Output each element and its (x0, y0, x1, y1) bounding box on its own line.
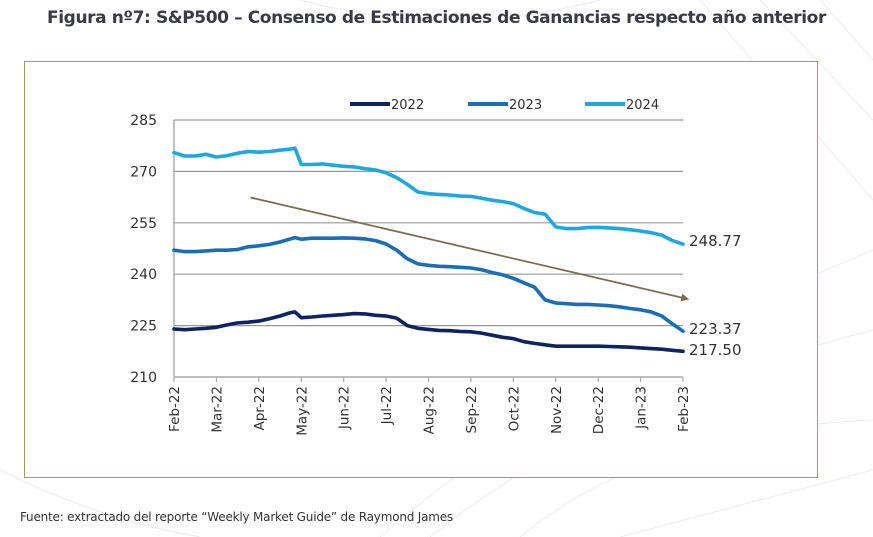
y-tick-label: 225 (130, 319, 157, 335)
x-tick-label: Jan-23 (634, 386, 650, 430)
x-tick-label: Mar-22 (209, 386, 225, 433)
source-note: Fuente: extractado del reporte “Weekly M… (20, 510, 453, 524)
end-value-label-2024: 248.77 (689, 232, 742, 250)
x-tick-label: Feb-22 (167, 386, 183, 432)
x-tick-label: Oct-22 (506, 386, 522, 431)
legend-label-2024: 2024 (626, 98, 659, 113)
x-tick-label: Jun-22 (337, 386, 353, 430)
y-tick-label: 285 (130, 113, 157, 129)
end-value-label-2022: 217.50 (689, 341, 742, 359)
x-tick-label: Sep-22 (464, 386, 480, 434)
x-tick-label: Jul-22 (379, 386, 395, 425)
series-line-2024 (172, 146, 685, 246)
legend-label-2023: 2023 (509, 98, 542, 113)
x-tick-label: Dec-22 (591, 386, 607, 434)
x-tick-label: Nov-22 (549, 386, 565, 434)
trend-arrow (250, 196, 690, 302)
y-axis: 210 225 240 255 270 285 (130, 113, 175, 386)
series-line-2022 (172, 310, 685, 354)
x-tick-label: Feb-23 (676, 386, 692, 432)
y-tick-label: 270 (130, 164, 157, 180)
annotations (250, 196, 690, 302)
gridlines (174, 119, 683, 327)
x-tick-label: May-22 (294, 386, 310, 436)
series-line-2023 (172, 235, 685, 334)
x-tick-label: Apr-22 (252, 386, 268, 431)
legend-label-2022: 2022 (391, 98, 424, 113)
series-lines (172, 146, 685, 354)
legend: 2022 2023 2024 (350, 98, 659, 113)
y-tick-label: 240 (130, 267, 157, 283)
end-value-label-2023: 223.37 (689, 320, 742, 338)
chart-frame (24, 61, 818, 478)
y-tick-label: 210 (130, 370, 157, 386)
y-tick-label: 255 (130, 216, 157, 232)
x-axis: Feb-22 Mar-22 Apr-22 May-22 Jun-22 Jul-22 Aug-… (167, 376, 692, 436)
x-tick-label: Aug-22 (422, 386, 438, 434)
figure-title: Figura nº7: S&P500 – Consenso de Estimac… (47, 8, 826, 28)
end-labels: 248.77 223.37 217.50 (689, 232, 742, 359)
